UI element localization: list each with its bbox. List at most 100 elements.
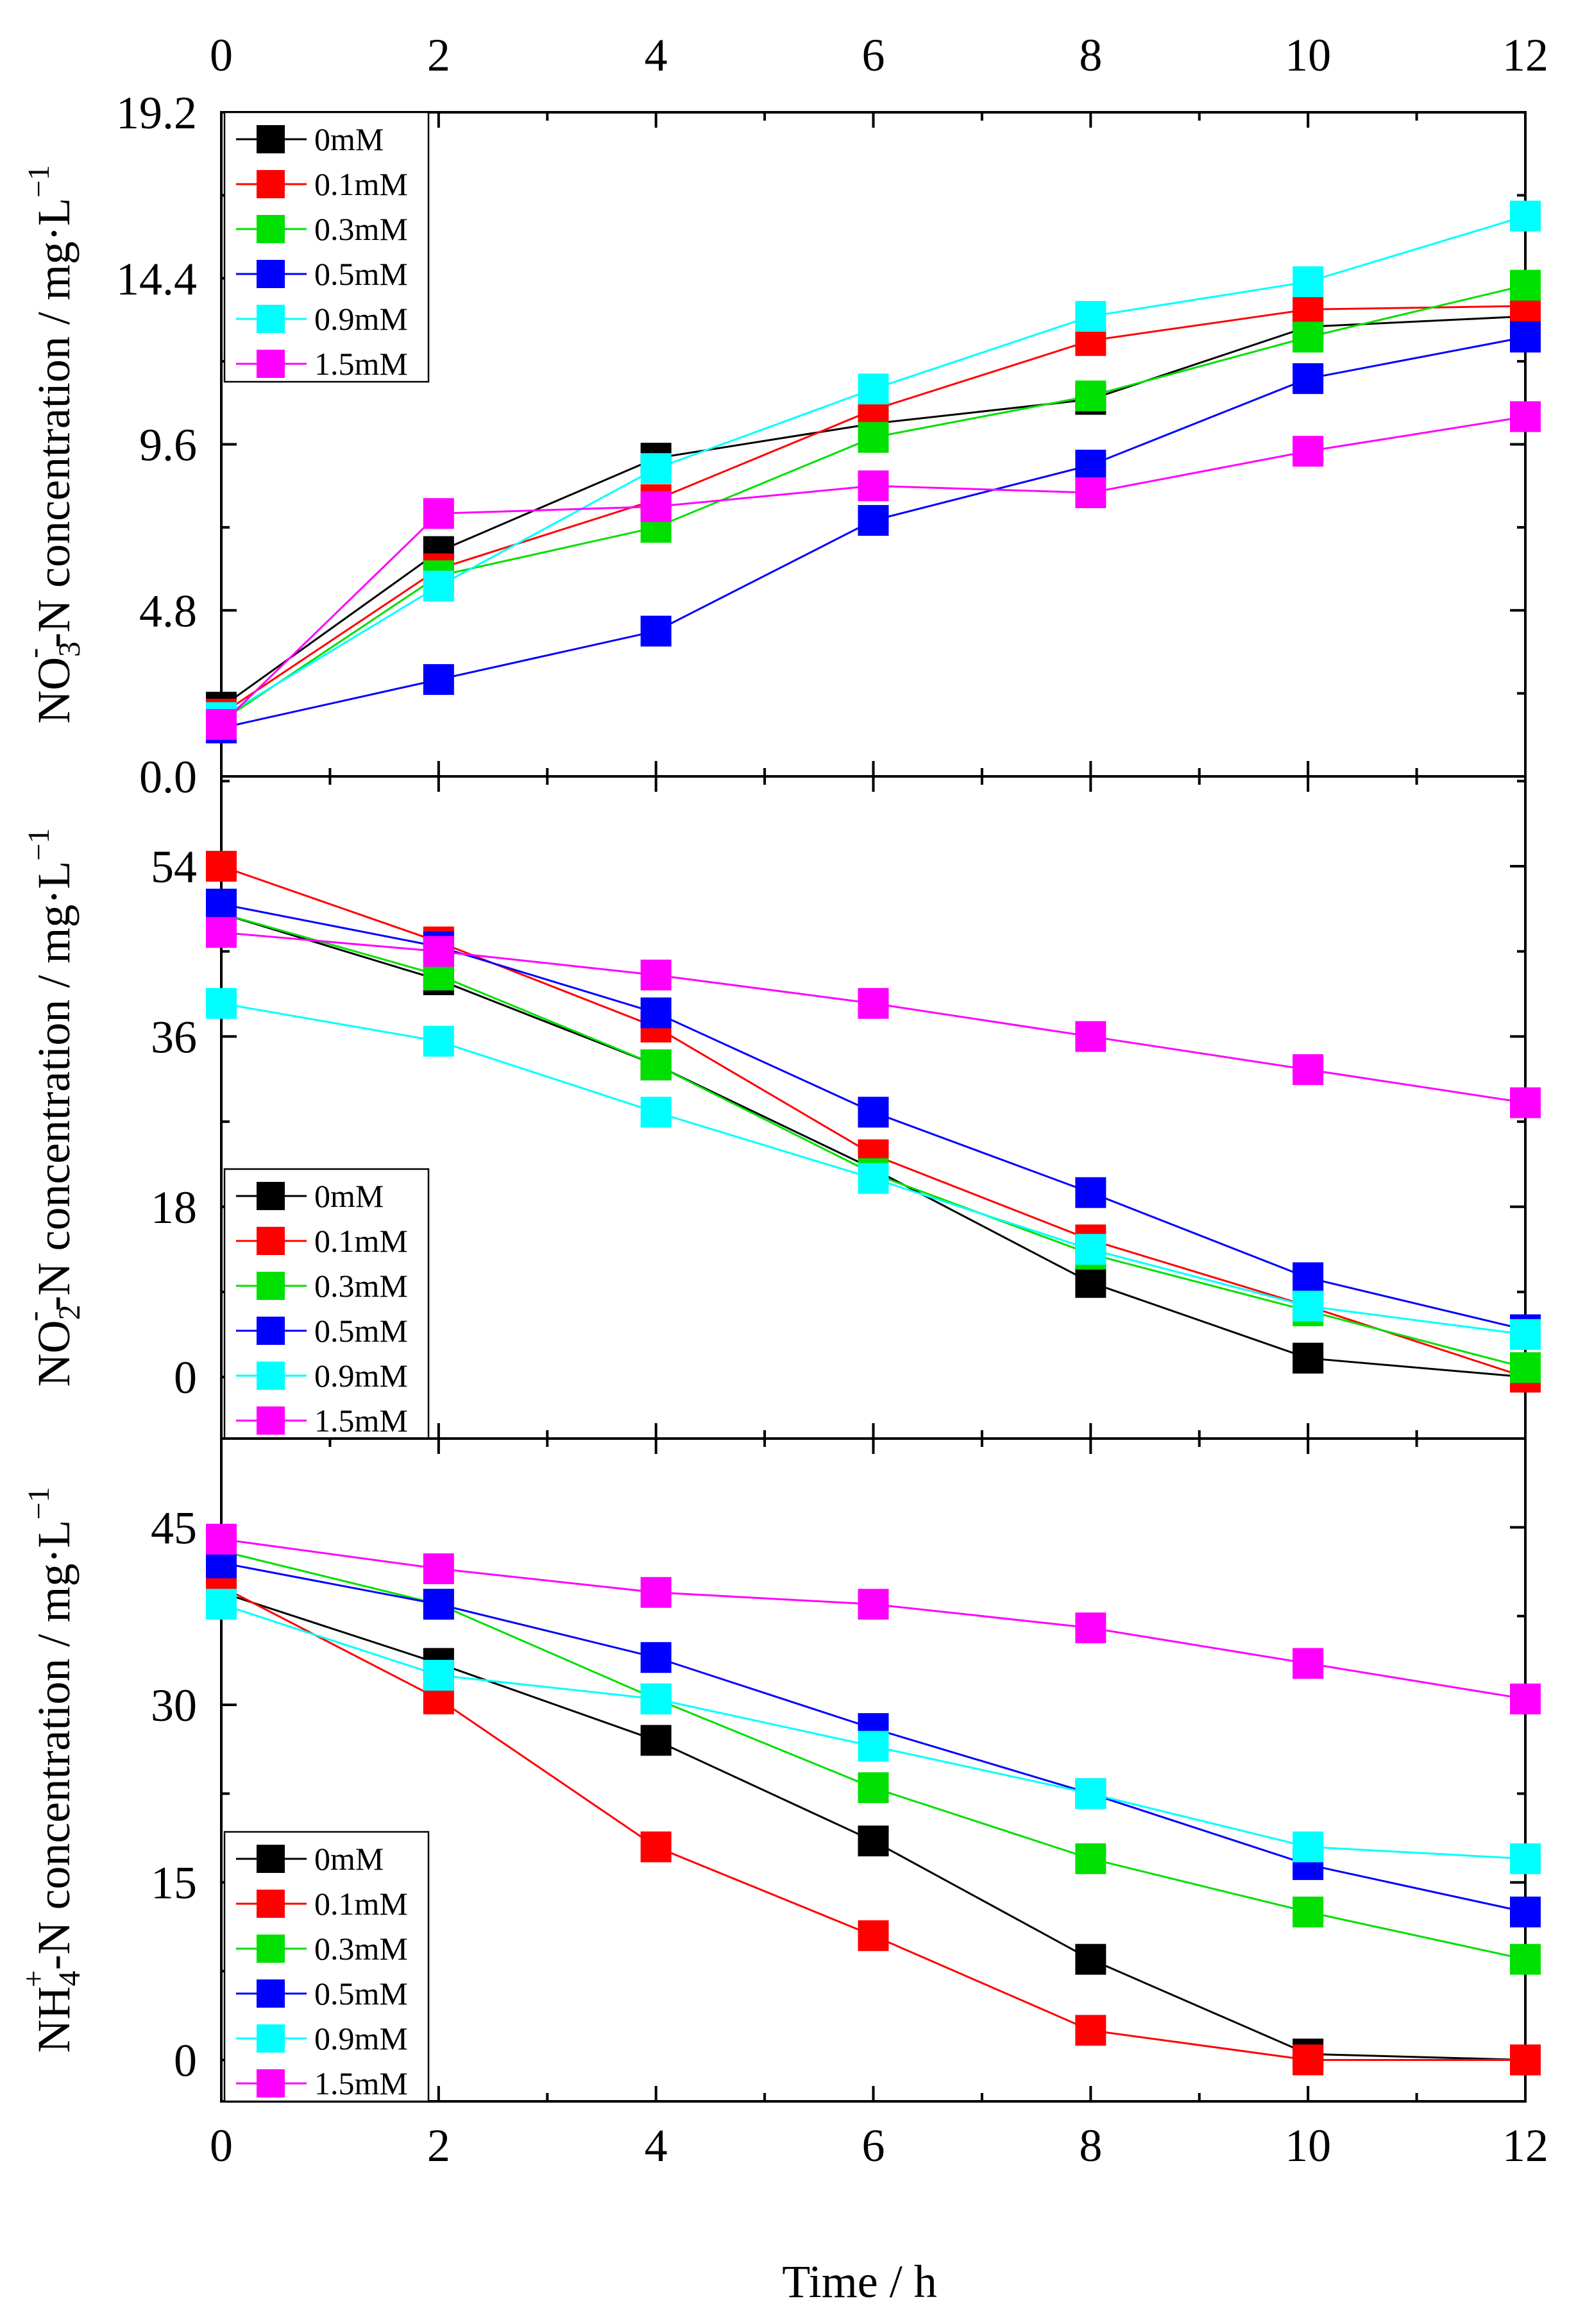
data-point-1.5mM (423, 1553, 454, 1584)
data-point-1.5mM (1075, 1612, 1106, 1644)
x-tick-label: 8 (1079, 2120, 1102, 2171)
legend-marker (257, 260, 285, 288)
data-point-0mM (858, 1825, 889, 1857)
data-point-1.5mM (423, 498, 454, 529)
legend-marker (257, 1182, 285, 1210)
legend-marker (257, 350, 285, 378)
legend-label: 0.1mM (314, 1223, 408, 1259)
data-point-0.5mM (640, 997, 672, 1029)
data-point-0mM (1075, 1944, 1106, 1975)
data-point-1.5mM (858, 1589, 889, 1620)
legend-marker (257, 1890, 285, 1918)
data-point-0.5mM (1075, 1177, 1106, 1208)
legend-item: 0.9mM (236, 2021, 408, 2056)
y-tick-label: 30 (151, 1680, 197, 1731)
legend-label: 0.3mM (314, 1268, 408, 1304)
x-tick-label: 4 (645, 2120, 668, 2171)
data-point-0.1mM (1293, 2044, 1324, 2076)
data-point-0.9mM (206, 1589, 237, 1620)
legend-label: 0.5mM (314, 1313, 408, 1349)
data-point-0.5mM (1510, 1896, 1541, 1927)
data-point-0.5mM (206, 889, 237, 920)
y-tick-label: 45 (151, 1502, 197, 1553)
y-axis-title: NO3--N concentration / mg·L−1 (17, 165, 87, 724)
x-axis-title: Time / h (782, 2256, 937, 2307)
series-line-1.5mM (220, 415, 1526, 726)
legend-marker (257, 170, 285, 198)
data-point-0.3mM (1510, 1944, 1541, 1975)
data-point-1.5mM (1293, 1054, 1324, 1086)
legend-item: 0.3mM (236, 211, 408, 247)
x-tick-label: 2 (427, 30, 450, 81)
data-point-0.3mM (858, 422, 889, 453)
legend-label: 0.9mM (314, 1358, 408, 1394)
data-point-1.5mM (1075, 1021, 1106, 1052)
data-point-0.1mM (640, 1831, 672, 1863)
legend-box (223, 1831, 430, 2103)
data-point-0.1mM (1293, 294, 1324, 325)
legend-item: 1.5mM (236, 346, 408, 382)
data-point-0.3mM (1075, 1843, 1106, 1874)
legend-marker (257, 1845, 285, 1873)
data-point-1.5mM (1075, 477, 1106, 508)
data-point-0.9mM (858, 373, 889, 405)
legend-marker (257, 1979, 285, 2008)
legend-label: 0mM (314, 1841, 384, 1877)
y-tick-label: 0.0 (139, 751, 197, 803)
y-tick-label: 0 (174, 2035, 197, 2086)
data-point-0.3mM (1075, 380, 1106, 412)
data-point-1.5mM (858, 470, 889, 502)
bottom-x-tick-labels: 0 2 4 6 8 10 12 (210, 2120, 1548, 2171)
data-point-0.1mM (206, 851, 237, 882)
data-point-0.9mM (1293, 266, 1324, 298)
legend-marker (257, 1227, 285, 1255)
legend-label: 0.9mM (314, 2021, 408, 2056)
data-point-0.5mM (858, 505, 889, 536)
legend-label: 0.3mM (314, 211, 408, 247)
x-tick-label: 6 (862, 30, 885, 81)
data-point-0.5mM (1293, 363, 1324, 395)
data-point-0.5mM (640, 615, 672, 647)
data-point-0.9mM (640, 453, 672, 484)
data-point-0.9mM (1293, 1290, 1324, 1322)
data-point-0.9mM (640, 1683, 672, 1714)
x-tick-label: 12 (1502, 30, 1548, 81)
legend-label: 0.3mM (314, 1931, 408, 1967)
legend-label: 0.9mM (314, 301, 408, 337)
data-point-0.1mM (1075, 2015, 1106, 2046)
legend-marker (257, 125, 285, 153)
legend-item: 1.5mM (236, 1403, 408, 1439)
x-tick-label: 10 (1285, 30, 1331, 81)
x-tick-label: 0 (210, 2120, 233, 2171)
data-point-0.9mM (1293, 1831, 1324, 1863)
data-point-0.5mM (858, 1097, 889, 1128)
y-tick-label: 36 (151, 1011, 197, 1063)
legend-marker (257, 1406, 285, 1435)
y-tick-label: 18 (151, 1182, 197, 1233)
legend-box (223, 1168, 430, 1440)
data-point-0.9mM (423, 1025, 454, 1057)
x-tick-label: 10 (1285, 2120, 1331, 2171)
data-point-0.9mM (423, 570, 454, 602)
legend: 0mM 0.1mM 0.3mM 0.5mM 0.9mM 1.5mM (223, 1168, 430, 1440)
data-point-1.5mM (1293, 1648, 1324, 1679)
legend-item: 0.3mM (236, 1268, 408, 1304)
panels: 0.0 4.8 9.6 14.4 19.2 NO3--N concentration / … (17, 87, 1541, 2103)
legend-item: 0.1mM (236, 1886, 408, 1922)
y-tick-label: 9.6 (139, 420, 197, 471)
x-tick-label: 0 (210, 30, 233, 81)
x-tick-label: 4 (645, 30, 668, 81)
data-point-0.9mM (206, 987, 237, 1019)
data-point-1.5mM (1510, 1683, 1541, 1714)
legend-marker (257, 2069, 285, 2098)
data-point-0.9mM (858, 1163, 889, 1194)
data-point-0.9mM (1075, 1778, 1106, 1809)
data-point-0mM (1293, 1342, 1324, 1374)
legend-item: 0.5mM (236, 256, 408, 292)
y-tick-label: 14.4 (116, 253, 197, 305)
data-point-0.5mM (1510, 321, 1541, 353)
legend-box (223, 111, 430, 383)
legend-item: 0.5mM (236, 1313, 408, 1349)
data-point-0mM (640, 1725, 672, 1756)
